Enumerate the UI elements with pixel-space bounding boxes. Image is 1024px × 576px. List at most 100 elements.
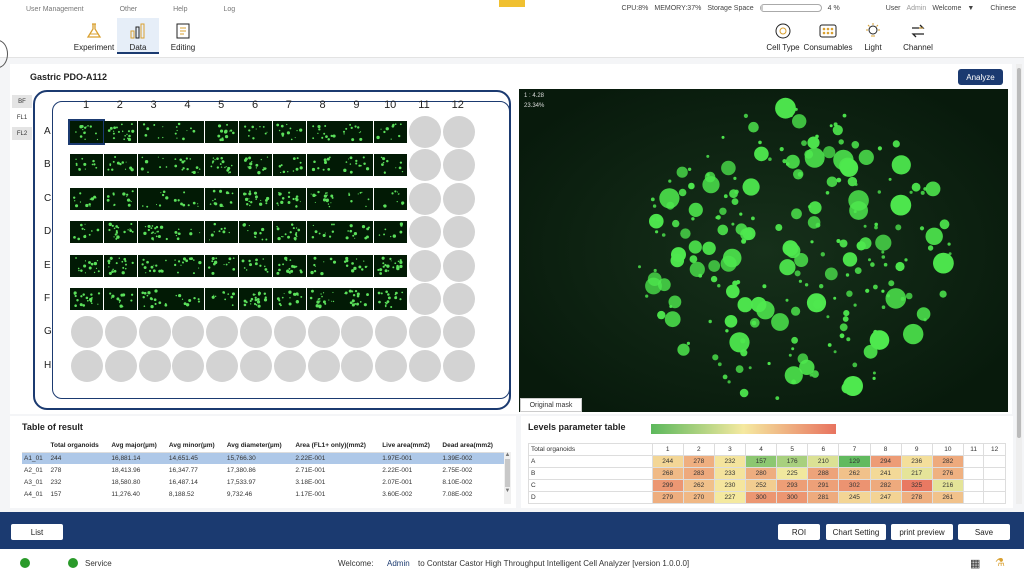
well-image[interactable]	[340, 221, 374, 244]
print-preview-button[interactable]: print preview	[891, 524, 953, 540]
levels-cell[interactable]: 262	[682, 479, 715, 492]
levels-cell[interactable]: 268	[651, 467, 684, 480]
user-dropdown-icon[interactable]: ▼	[967, 4, 975, 12]
empty-well[interactable]	[442, 182, 475, 215]
empty-well[interactable]	[341, 316, 374, 349]
original-mask-button[interactable]: Original mask	[520, 398, 582, 412]
levels-cell[interactable]	[962, 467, 985, 480]
empty-well[interactable]	[442, 249, 475, 282]
page-scrollbar[interactable]	[1016, 64, 1022, 504]
empty-well[interactable]	[206, 316, 239, 349]
levels-cell[interactable]: 227	[713, 491, 747, 504]
well-image[interactable]	[340, 187, 374, 210]
empty-well[interactable]	[409, 149, 441, 182]
well-image[interactable]	[272, 288, 306, 310]
levels-cell[interactable]: 244	[651, 455, 684, 468]
well-image[interactable]	[306, 288, 340, 310]
well-image[interactable]	[272, 254, 306, 277]
empty-well[interactable]	[409, 216, 441, 249]
levels-cell[interactable]: 293	[776, 479, 809, 492]
well-image[interactable]	[205, 187, 239, 210]
levels-cell[interactable]: 262	[838, 467, 871, 480]
well-image[interactable]	[137, 154, 171, 177]
levels-cell[interactable]: 261	[931, 491, 964, 504]
levels-cell[interactable]: 281	[807, 491, 840, 504]
empty-well[interactable]	[138, 316, 171, 349]
experiment-button[interactable]: Experiment	[72, 22, 116, 52]
language-switch[interactable]: Chinese	[990, 4, 1016, 12]
empty-well[interactable]	[442, 349, 475, 382]
result-col-header[interactable]: Avg diameter(µm)	[224, 440, 294, 453]
table-row[interactable]: A4_01 157 11,276.40 8,188.52 9,732.46 1.17E-0…	[22, 488, 504, 500]
empty-well[interactable]	[71, 349, 103, 382]
save-button[interactable]: Save	[958, 524, 1010, 540]
well-image[interactable]	[239, 121, 272, 143]
result-col-header[interactable]: Dead area(mm2)	[440, 440, 504, 453]
levels-cell[interactable]: 233	[713, 467, 747, 480]
result-col-header[interactable]: Live area(mm2)	[380, 440, 441, 453]
well-image[interactable]	[374, 187, 408, 210]
levels-cell[interactable]: 291	[807, 479, 840, 492]
levels-cell[interactable]: 270	[682, 491, 715, 504]
result-col-header[interactable]: Total organoids	[48, 440, 110, 453]
empty-well[interactable]	[409, 116, 441, 148]
well-image[interactable]	[374, 121, 408, 143]
empty-well[interactable]	[409, 182, 441, 215]
levels-cell[interactable]	[983, 455, 1006, 468]
empty-well[interactable]	[138, 349, 171, 382]
result-col-header[interactable]	[22, 440, 49, 453]
levels-cell[interactable]: 300	[776, 491, 809, 504]
well-image[interactable]	[374, 154, 408, 177]
levels-cell[interactable]	[983, 479, 1006, 492]
well-image[interactable]	[137, 288, 171, 310]
levels-cell[interactable]: 276	[931, 467, 964, 480]
well-image[interactable]	[272, 121, 306, 143]
consumables-button[interactable]: Consumables	[804, 22, 852, 52]
result-col-header[interactable]: Area (FL1+ only)(mm2)	[293, 440, 381, 453]
well-image[interactable]	[205, 121, 239, 143]
levels-cell[interactable]: 288	[807, 467, 840, 480]
empty-well[interactable]	[206, 349, 239, 382]
result-col-header[interactable]: Avg minor(µm)	[166, 440, 225, 453]
levels-cell[interactable]: 325	[900, 479, 933, 492]
well-image[interactable]	[340, 254, 374, 277]
levels-cell[interactable]: 210	[807, 455, 840, 468]
empty-well[interactable]	[273, 349, 306, 382]
editing-button[interactable]: Editing	[165, 22, 201, 52]
well-image[interactable]	[374, 221, 408, 244]
light-button[interactable]: Light	[860, 22, 886, 52]
flask-status-icon[interactable]: ⚗	[995, 557, 1005, 569]
chart-setting-button[interactable]: Chart Setting	[826, 524, 886, 540]
levels-cell[interactable]: 302	[838, 479, 871, 492]
analyze-button[interactable]: Analyze	[958, 69, 1003, 85]
well-image[interactable]	[205, 288, 239, 310]
levels-cell[interactable]: 216	[931, 479, 964, 492]
well-image[interactable]	[272, 221, 306, 244]
empty-well[interactable]	[172, 316, 205, 349]
well-image[interactable]	[272, 154, 306, 177]
empty-well[interactable]	[442, 216, 475, 249]
levels-cell[interactable]: 225	[776, 467, 809, 480]
well-image[interactable]	[239, 288, 272, 310]
well-image[interactable]	[70, 187, 103, 210]
levels-cell[interactable]: 278	[682, 455, 715, 468]
well-image[interactable]	[171, 288, 205, 310]
levels-cell[interactable]: 232	[713, 455, 747, 468]
well-image[interactable]	[171, 121, 205, 143]
well-image[interactable]	[340, 121, 374, 143]
empty-well[interactable]	[240, 349, 272, 382]
levels-cell[interactable]: 283	[682, 467, 715, 480]
cell-type-button[interactable]: Cell Type	[764, 22, 802, 52]
result-scrollbar[interactable]: ▲ ▼	[504, 452, 511, 504]
channel-tab-bf[interactable]: BF	[12, 95, 32, 108]
well-image[interactable]	[103, 187, 137, 210]
top-menu-item[interactable]: Log	[223, 5, 236, 13]
well-image[interactable]	[205, 154, 239, 177]
well-image[interactable]	[137, 187, 171, 210]
well-image[interactable]	[239, 154, 272, 177]
table-row[interactable]: A2_01 278 18,413.96 16,347.77 17,380.86 2.71E…	[22, 464, 504, 476]
data-button[interactable]: Data	[117, 18, 159, 54]
levels-cell[interactable]: 247	[869, 491, 902, 504]
well-image[interactable]	[239, 221, 272, 244]
well-image[interactable]	[103, 254, 137, 277]
